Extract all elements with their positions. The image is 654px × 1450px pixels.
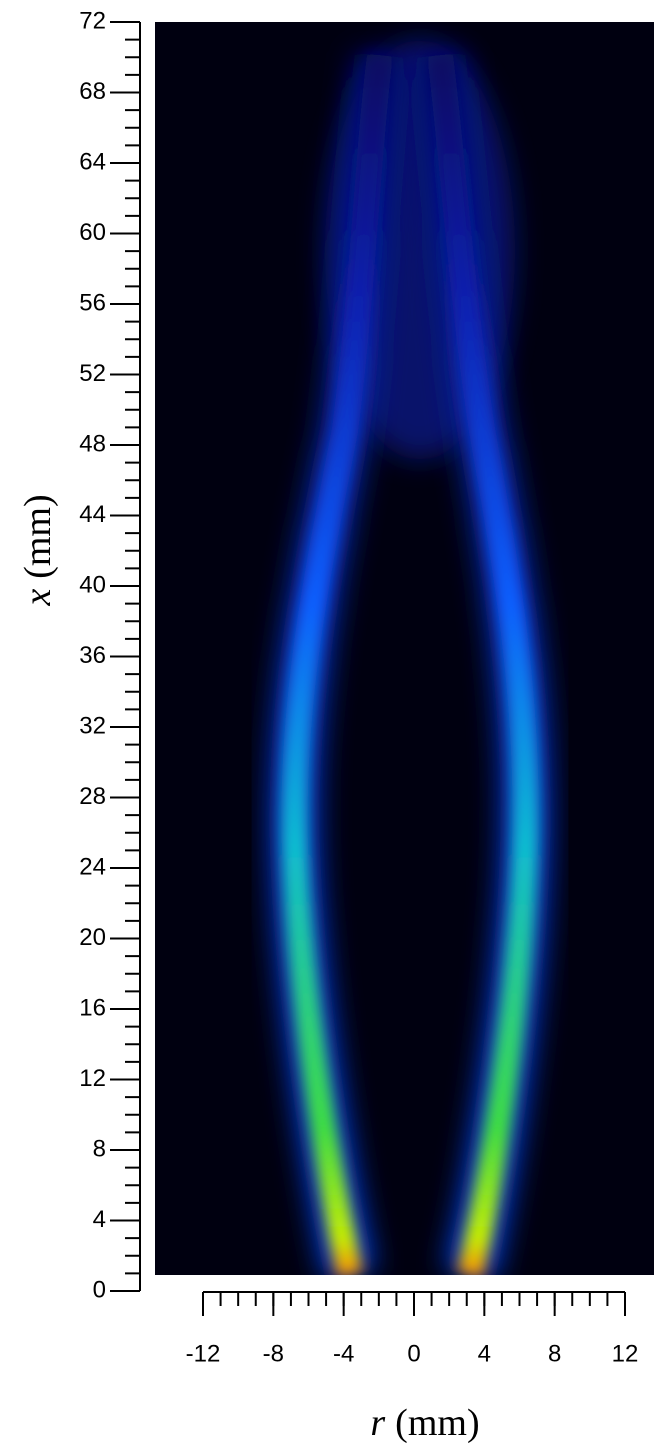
x-tick-label: 12 <box>612 1340 639 1367</box>
y-tick-label: 16 <box>79 994 106 1021</box>
y-tick-label: 72 <box>79 7 106 34</box>
y-tick-label: 40 <box>79 571 106 598</box>
y-tick-label: 60 <box>79 219 106 246</box>
y-tick-label: 64 <box>79 148 106 175</box>
y-tick-label: 48 <box>79 430 106 457</box>
x-tick-label: 4 <box>478 1340 491 1367</box>
x-tick-label: 0 <box>407 1340 420 1367</box>
x-axis-symbol: r <box>370 1402 385 1444</box>
y-tick-label: 56 <box>79 289 106 316</box>
y-tick-label: 68 <box>79 78 106 105</box>
y-tick-label: 12 <box>79 1065 106 1092</box>
y-tick-label: 36 <box>79 642 106 669</box>
y-tick-label: 52 <box>79 360 106 387</box>
y-axis-unit: (mm) <box>17 494 59 578</box>
x-tick-label: 8 <box>548 1340 561 1367</box>
x-tick-label: -4 <box>333 1340 354 1367</box>
y-tick-label: 20 <box>79 924 106 951</box>
y-tick-label: 8 <box>93 1135 106 1162</box>
y-axis-title: x (mm) <box>17 494 59 606</box>
x-tick-label: -8 <box>263 1340 284 1367</box>
y-tick-label: 4 <box>93 1206 106 1233</box>
y-tick-label: 32 <box>79 712 106 739</box>
y-tick-label: 24 <box>79 853 106 880</box>
x-tick-label: -12 <box>186 1340 221 1367</box>
x-axis-title: r (mm) <box>370 1402 479 1444</box>
y-tick-label: 28 <box>79 783 106 810</box>
y-tick-label: 44 <box>79 501 106 528</box>
x-axis-unit: (mm) <box>395 1402 479 1444</box>
y-axis-symbol: x <box>17 589 59 607</box>
flame-image <box>155 22 654 1275</box>
y-tick-label: 0 <box>93 1276 106 1303</box>
